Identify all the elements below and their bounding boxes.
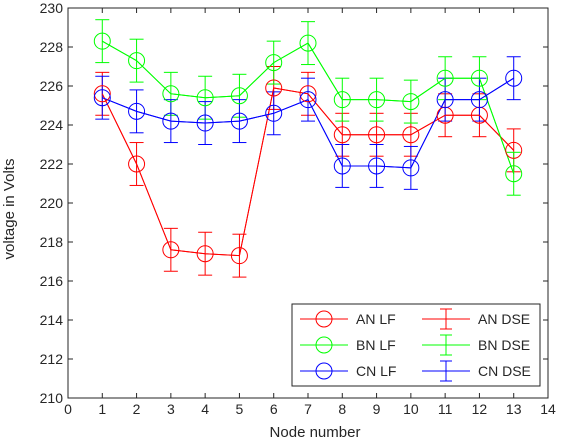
data-point-cn-lf bbox=[265, 104, 283, 122]
legend-item-bn-dse: BN DSE bbox=[422, 334, 530, 356]
data-point-bn-lf bbox=[470, 69, 488, 87]
data-point-cn-lf bbox=[333, 157, 351, 175]
data-point-an-lf bbox=[93, 85, 111, 103]
legend-marker bbox=[315, 362, 333, 380]
data-point-an-lf bbox=[265, 79, 283, 97]
data-point-bn-lf bbox=[162, 85, 180, 103]
data-point-cn-lf bbox=[128, 102, 146, 120]
data-point-cn-lf bbox=[470, 91, 488, 109]
data-point-bn-lf bbox=[196, 89, 214, 107]
data-point-an-lf bbox=[368, 126, 386, 144]
data-point-an-lf bbox=[299, 85, 317, 103]
x-tick-label: 3 bbox=[167, 401, 175, 417]
legend-label: AN LF bbox=[356, 311, 396, 327]
legend-label: CN DSE bbox=[478, 363, 531, 379]
y-tick-label: 212 bbox=[40, 351, 64, 367]
data-point-cn-lf bbox=[299, 91, 317, 109]
data-point-bn-lf bbox=[230, 87, 248, 105]
data-point-an-lf bbox=[333, 126, 351, 144]
x-tick-label: 12 bbox=[472, 401, 488, 417]
data-point-cn-lf bbox=[93, 89, 111, 107]
legend-item-an-dse: AN DSE bbox=[422, 308, 530, 330]
legend-item-an-lf: AN LF bbox=[300, 310, 396, 328]
series-lines-group bbox=[101, 40, 515, 257]
legend-label: BN DSE bbox=[478, 337, 530, 353]
x-tick-label: 13 bbox=[506, 401, 522, 417]
data-point-bn-lf bbox=[333, 91, 351, 109]
y-axis-title: voltage in Volts bbox=[1, 159, 18, 260]
data-point-bn-lf bbox=[368, 91, 386, 109]
data-point-an-lf bbox=[402, 126, 420, 144]
markers-group bbox=[93, 32, 523, 265]
data-point-cn-lf bbox=[230, 112, 248, 130]
series-line-an-lf bbox=[101, 87, 515, 257]
x-tick-label: 8 bbox=[338, 401, 346, 417]
data-point-an-lf bbox=[128, 155, 146, 173]
legend-marker bbox=[315, 310, 333, 328]
legend-marker bbox=[315, 336, 333, 354]
data-point-bn-lf bbox=[299, 34, 317, 52]
y-tick-label: 220 bbox=[40, 195, 64, 211]
x-tick-label: 1 bbox=[98, 401, 106, 417]
legend-label: AN DSE bbox=[478, 311, 530, 327]
data-point-an-lf bbox=[230, 247, 248, 265]
x-tick-label: 4 bbox=[201, 401, 209, 417]
x-tick-label: 5 bbox=[236, 401, 244, 417]
data-point-bn-lf bbox=[402, 93, 420, 111]
series-line-cn-lf bbox=[102, 77, 514, 169]
y-tick-label: 230 bbox=[40, 0, 64, 16]
data-point-cn-lf bbox=[436, 91, 454, 109]
x-axis-title: Node number bbox=[270, 424, 361, 441]
y-tick-label: 228 bbox=[40, 39, 64, 55]
series-line-bn-lf bbox=[102, 40, 515, 174]
legend-item-cn-dse: CN DSE bbox=[422, 360, 531, 382]
legend-item-cn-lf: CN LF bbox=[300, 362, 396, 380]
legend-label: CN LF bbox=[356, 363, 396, 379]
x-tick-label: 9 bbox=[373, 401, 381, 417]
data-point-bn-lf bbox=[505, 165, 523, 183]
data-point-cn-lf bbox=[162, 112, 180, 130]
data-point-cn-lf bbox=[402, 159, 420, 177]
x-tick-label: 10 bbox=[403, 401, 419, 417]
x-tick-label: 2 bbox=[133, 401, 141, 417]
data-point-cn-lf bbox=[196, 114, 214, 132]
data-point-bn-lf bbox=[93, 32, 111, 50]
x-tick-label: 11 bbox=[438, 401, 453, 417]
data-point-bn-lf bbox=[128, 52, 146, 70]
x-tick-label: 14 bbox=[540, 401, 556, 417]
data-point-an-lf bbox=[196, 245, 214, 263]
x-tick-label: 7 bbox=[304, 401, 312, 417]
y-tick-label: 210 bbox=[40, 390, 64, 406]
legend-label: BN LF bbox=[356, 337, 396, 353]
y-tick-label: 222 bbox=[40, 156, 64, 172]
data-point-bn-lf bbox=[265, 54, 283, 72]
y-tick-label: 224 bbox=[40, 117, 64, 133]
y-tick-label: 216 bbox=[40, 273, 64, 289]
legend: AN LF AN DSE BN LF BN DSE CN LF CN DSE bbox=[291, 303, 541, 387]
legend-item-bn-lf: BN LF bbox=[300, 336, 396, 354]
x-tick-label: 0 bbox=[64, 401, 72, 417]
data-point-an-lf bbox=[505, 141, 523, 159]
data-point-cn-lf bbox=[368, 157, 386, 175]
data-point-bn-lf bbox=[436, 69, 454, 87]
y-tick-label: 218 bbox=[40, 234, 64, 250]
data-point-cn-lf bbox=[505, 69, 523, 87]
data-point-an-lf bbox=[162, 241, 180, 259]
y-tick-label: 214 bbox=[40, 312, 64, 328]
y-tick-label: 226 bbox=[40, 78, 64, 94]
x-tick-label: 6 bbox=[270, 401, 278, 417]
